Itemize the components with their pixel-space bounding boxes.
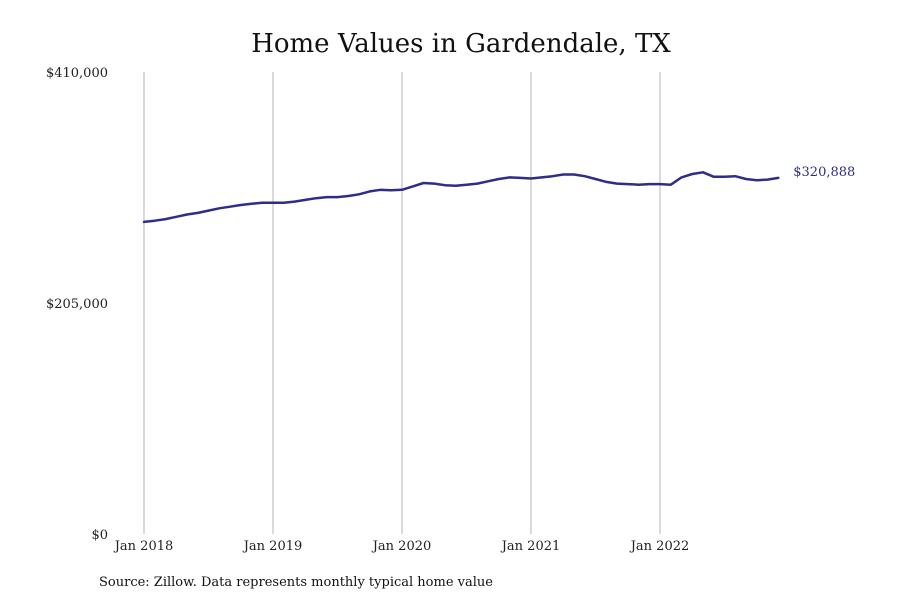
gridlines <box>143 72 661 534</box>
x-tick-label: Jan 2018 <box>113 539 174 554</box>
x-tick-label: Jan 2021 <box>500 539 561 554</box>
x-axis-ticks: Jan 2018 Jan 2019 Jan 2020 Jan 2021 Jan 2022 <box>113 539 690 554</box>
source-note: Source: Zillow. Data represents monthly … <box>99 575 493 590</box>
chart-title: Home Values in Gardendale, TX <box>251 29 671 59</box>
x-tick-label: Jan 2020 <box>371 539 432 554</box>
series-line <box>142 171 780 224</box>
y-tick-label: $410,000 <box>46 66 108 81</box>
x-tick-label: Jan 2022 <box>629 539 690 554</box>
y-tick-label: $205,000 <box>46 297 108 312</box>
y-axis-ticks: $0 $205,000 $410,000 <box>46 66 108 543</box>
x-tick-label: Jan 2019 <box>242 539 303 554</box>
series-layer: $320,888 <box>142 165 855 224</box>
end-value-label: $320,888 <box>793 165 855 180</box>
y-tick-label: $0 <box>91 528 108 543</box>
